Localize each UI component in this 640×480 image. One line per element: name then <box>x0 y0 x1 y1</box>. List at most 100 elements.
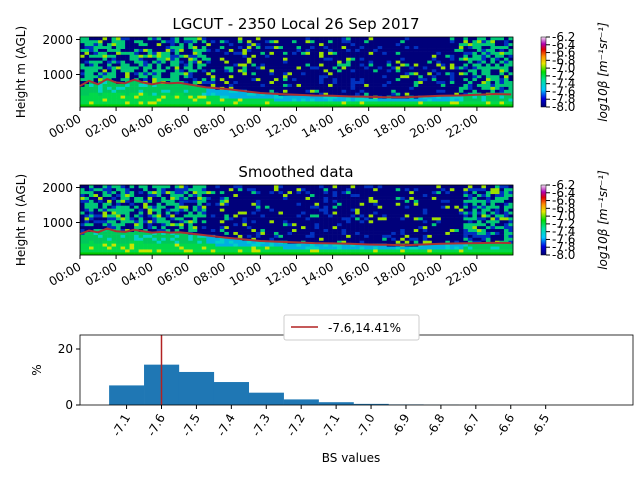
heatmap-cell <box>449 202 455 206</box>
heatmap-cell <box>147 39 153 44</box>
heatmap-cell <box>251 104 257 108</box>
heatmap-cell <box>269 246 275 250</box>
heatmap-cell <box>134 60 139 64</box>
heatmap-cell <box>134 211 139 215</box>
histogram-xtick-label: -6.9 <box>389 412 413 439</box>
heatmap-cell <box>337 69 342 73</box>
heatmap-cell <box>237 185 243 189</box>
heatmap-cell <box>242 243 248 247</box>
heatmap-cell <box>147 72 153 76</box>
heatmap-cell <box>264 217 270 221</box>
heatmap-cell <box>377 57 383 61</box>
heatmap-cell <box>485 69 491 73</box>
heatmap-cell <box>273 45 279 49</box>
heatmap-cell <box>201 48 207 52</box>
heatmap-cell <box>260 86 266 90</box>
heatmap-cell <box>98 51 103 55</box>
heatmap-cell <box>382 92 388 96</box>
heatmap-cell <box>508 63 514 67</box>
heatmap-cell <box>291 196 297 200</box>
heatmap-cell <box>413 214 419 218</box>
heatmap-cell <box>192 202 198 206</box>
heatmap-cell <box>116 243 121 247</box>
heatmap-cell <box>332 86 338 90</box>
heatmap-cell <box>251 39 257 44</box>
heatmap-cell <box>111 104 117 108</box>
heatmap-cell <box>246 187 252 192</box>
heatmap-cell <box>305 89 311 93</box>
heatmap-cell <box>170 222 176 227</box>
heatmap-cell <box>413 89 419 93</box>
heatmap-cell <box>215 60 221 64</box>
heatmap-cell <box>373 98 378 102</box>
heatmap-cell <box>440 208 446 212</box>
heatmap-cell <box>192 234 198 238</box>
panel1-xtick-label: 06:00 <box>155 111 192 140</box>
heatmap-cell <box>422 185 428 189</box>
heatmap-cell <box>337 222 342 227</box>
heatmap-cell <box>332 95 338 99</box>
heatmap-cell <box>165 228 171 232</box>
heatmap-cell <box>445 217 451 221</box>
heatmap-cell <box>282 66 288 70</box>
heatmap-cell <box>337 63 342 67</box>
heatmap-cell <box>476 237 482 241</box>
heatmap-cell <box>395 190 401 195</box>
heatmap-cell <box>391 60 397 64</box>
heatmap-cell <box>427 69 433 73</box>
heatmap-cell <box>282 205 288 209</box>
heatmap-cell <box>440 193 446 197</box>
heatmap-cell <box>84 185 90 189</box>
heatmap-cell <box>246 202 252 206</box>
heatmap-cell <box>337 98 342 102</box>
heatmap-cell <box>481 74 487 79</box>
heatmap-cell <box>278 190 284 195</box>
heatmap-cell <box>287 37 293 41</box>
panel1-ylabel: Height m (AGL) <box>14 26 28 118</box>
heatmap-cell <box>508 185 514 189</box>
heatmap-cell <box>287 211 293 215</box>
heatmap-cell <box>197 77 203 82</box>
heatmap-cell <box>183 196 189 200</box>
heatmap-cell <box>481 205 487 209</box>
heatmap-cell <box>107 199 112 203</box>
heatmap-cell <box>404 89 410 93</box>
heatmap-cell <box>174 211 180 215</box>
heatmap-cell <box>310 217 315 221</box>
heatmap-cell <box>120 205 126 209</box>
heatmap-cell <box>228 39 234 44</box>
heatmap-cell <box>287 45 293 49</box>
heatmap-cell <box>174 54 180 58</box>
heatmap-cell <box>201 101 207 105</box>
heatmap-cell <box>418 187 424 192</box>
heatmap-cell <box>467 57 473 61</box>
heatmap-cell <box>413 202 419 206</box>
heatmap-cell <box>89 60 94 64</box>
heatmap-cell <box>310 228 315 232</box>
heatmap-cell <box>427 66 433 70</box>
heatmap-cell <box>427 57 433 61</box>
heatmap-cell <box>409 199 415 203</box>
heatmap-cell <box>454 208 460 212</box>
heatmap-cell <box>445 211 451 215</box>
heatmap-cell <box>413 196 419 200</box>
heatmap-cell <box>341 39 347 44</box>
heatmap-cell <box>323 220 329 224</box>
heatmap-cell <box>201 51 207 55</box>
heatmap-cell <box>359 187 365 192</box>
heatmap-cell <box>107 231 112 235</box>
heatmap-cell <box>174 237 180 241</box>
heatmap-cell <box>161 211 166 215</box>
heatmap-cell <box>138 214 144 218</box>
heatmap-cell <box>134 63 139 67</box>
heatmap-cell <box>192 63 198 67</box>
heatmap-cell <box>386 196 392 200</box>
heatmap-cell <box>255 42 261 47</box>
heatmap-cell <box>210 39 216 44</box>
heatmap-cell <box>346 185 351 189</box>
heatmap-cell <box>152 252 157 256</box>
heatmap-cell <box>481 63 487 67</box>
heatmap-cell <box>219 83 225 87</box>
heatmap-cell <box>368 185 374 189</box>
heatmap-cell <box>210 214 216 218</box>
